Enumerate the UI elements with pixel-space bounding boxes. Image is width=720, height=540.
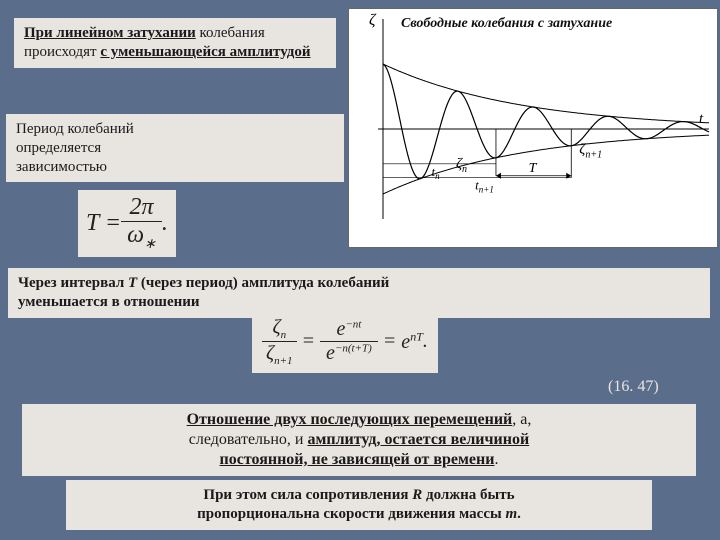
damping-chart: ζ t Свободные колебания с затухание ζn ζn+1 T… xyxy=(348,8,718,248)
b3-T: T xyxy=(128,275,137,291)
block-linear-damping: При линейном затухании колебания происхо… xyxy=(14,18,336,68)
f2-eq2: = xyxy=(378,330,402,352)
f2-md: e xyxy=(326,342,335,364)
block-ratio-const: Отношение двух последующих перемещений, … xyxy=(22,404,696,476)
f2-dot: . xyxy=(423,330,428,352)
b5-l2b: . xyxy=(517,506,521,522)
b3-l1a: Через интервал xyxy=(18,275,128,291)
svg-text:T: T xyxy=(529,161,538,176)
block-period: Период колебаний определяется зависимост… xyxy=(6,114,344,182)
f2-ld: ζ xyxy=(266,342,274,364)
b4-l2b: амплитуд, остается величиной xyxy=(307,431,529,448)
b3-l1c: ) амплитуда колебаний xyxy=(233,275,389,291)
b1-prefix: При линейном затухании xyxy=(24,25,196,41)
b5-l2a: пропорциональна скорости движения массы xyxy=(197,506,505,522)
svg-text:Свободные колебания с затухани: Свободные колебания с затухание xyxy=(401,16,612,31)
f1-num: 2π xyxy=(121,194,162,222)
b5-l1a: При этом сила сопротивления xyxy=(203,487,412,503)
b4-l1a: Отношение двух последующих перемещений xyxy=(187,411,513,428)
f1-den: ω xyxy=(127,222,144,248)
f2-lns: n xyxy=(281,329,287,341)
b3-l1b: (через период xyxy=(137,275,233,291)
f1-sub: ∗ xyxy=(144,237,156,252)
f2-mds: −n(t+T) xyxy=(335,342,372,354)
b4-l3: постоянной, не зависящей от времени xyxy=(220,451,495,468)
chart-svg: ζ t Свободные колебания с затухание ζn ζn+1 T… xyxy=(349,9,719,249)
svg-text:ζn: ζn xyxy=(456,156,467,175)
f2-r: e xyxy=(401,331,410,353)
svg-text:ζ: ζ xyxy=(369,12,377,29)
f2-ln: ζ xyxy=(272,316,280,338)
b5-l1b: должна быть xyxy=(422,487,514,503)
b2-l3: зависимостью xyxy=(16,159,107,175)
f2-rs: nT xyxy=(410,329,423,343)
formula-period: T = 2π ω∗ . xyxy=(78,190,176,257)
f2-mns: −nt xyxy=(345,318,361,330)
block-resistance: При этом сила сопротивления R должна быт… xyxy=(66,480,652,530)
b2-l2: определяется xyxy=(16,140,101,156)
f1-dot: . xyxy=(162,210,168,236)
svg-text:ζn+1: ζn+1 xyxy=(579,142,602,161)
svg-text:t: t xyxy=(699,111,704,127)
b5-m: m xyxy=(505,506,517,522)
f1-lhs: T xyxy=(86,210,99,236)
equation-number: (16. 47) xyxy=(608,378,659,396)
b1-tail: с уменьшающейся амплитудой xyxy=(100,44,310,60)
b5-R: R xyxy=(412,487,422,503)
f1-eq: = xyxy=(99,210,121,236)
formula-ratio: ζn ζn+1 = e−nt e−n(t+T) = enT. xyxy=(252,310,438,373)
b4-l1b: , а, xyxy=(512,411,531,428)
svg-text:tn+1: tn+1 xyxy=(475,178,494,195)
b2-l1: Период колебаний xyxy=(16,121,134,137)
b4-l3d: . xyxy=(494,451,498,468)
f2-lds: n+1 xyxy=(274,355,292,367)
f2-eq1: = xyxy=(297,330,321,352)
b4-l2a: следовательно, и xyxy=(189,431,308,448)
b3-l2: уменьшается в отношении xyxy=(18,294,200,310)
svg-text:tn: tn xyxy=(431,164,440,181)
